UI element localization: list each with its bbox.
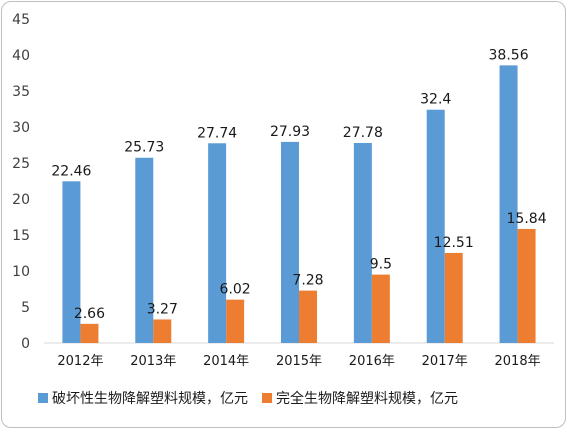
x-tick-label: 2014年 [203, 354, 249, 369]
data-label: 25.73 [124, 140, 164, 156]
data-label: 27.74 [197, 125, 237, 141]
x-tick-label: 2017年 [422, 354, 468, 369]
y-tick-label: 30 [12, 120, 30, 136]
data-label: 27.93 [270, 124, 310, 140]
legend: 破坏性生物降解塑料规模，亿元 完全生物降解塑料规模，亿元 [38, 390, 458, 407]
bar-series-2 [153, 319, 172, 343]
bar-series-1 [281, 141, 299, 343]
x-tick-label: 2018年 [495, 354, 541, 369]
bar-series-2 [80, 323, 99, 343]
y-tick-label: 5 [21, 300, 30, 316]
bar-series-2 [517, 228, 536, 343]
data-label: 32.4 [420, 92, 451, 108]
data-label: 3.27 [147, 301, 178, 317]
data-label: 2.66 [74, 306, 105, 322]
data-label: 22.46 [51, 163, 91, 179]
bar-series-1 [135, 157, 154, 343]
data-label: 27.78 [343, 125, 383, 141]
x-tick-label: 2012年 [57, 354, 103, 369]
data-label: 6.02 [220, 282, 251, 298]
data-label: 12.51 [434, 235, 474, 251]
bar-series-2 [444, 252, 463, 343]
x-tick-label: 2013年 [130, 354, 176, 369]
legend-swatch [262, 393, 272, 403]
bars-group [62, 65, 536, 344]
bar-series-2 [299, 290, 317, 343]
y-tick-label: 35 [12, 84, 30, 100]
y-tick-label: 10 [12, 264, 30, 280]
x-tick-label: 2016年 [349, 354, 395, 369]
data-label: 15.84 [507, 211, 547, 227]
legend-label: 完全生物降解塑料规模，亿元 [276, 390, 458, 407]
bar-series-1 [208, 143, 227, 343]
bar-series-1 [62, 181, 81, 343]
y-tick-label: 25 [12, 156, 30, 172]
data-label: 38.56 [489, 47, 529, 63]
data-label: 7.28 [292, 273, 323, 289]
bar-series-2 [226, 299, 245, 343]
x-tick-label: 2015年 [276, 354, 322, 369]
bar-series-1 [499, 65, 518, 344]
y-tick-label: 0 [21, 336, 30, 352]
data-labels-group: 22.46 2.66 25.73 3.27 27.74 6.02 27.93 7.28 27.7… [51, 47, 546, 321]
data-label: 9.5 [370, 257, 392, 273]
y-tick-label: 45 [12, 12, 30, 28]
legend-swatch [38, 393, 48, 403]
legend-label: 破坏性生物降解塑料规模，亿元 [52, 391, 248, 407]
y-tick-label: 20 [12, 192, 30, 208]
y-tick-label: 40 [12, 48, 30, 64]
y-tick-label: 15 [12, 228, 30, 244]
x-axis: 2012年 2013年 2014年 2015年 2016年 2017年 2018年 [44, 342, 554, 369]
bar-series-1 [353, 142, 372, 343]
y-axis: 0 5 10 15 20 25 30 35 40 45 [12, 12, 30, 352]
bar-series-2 [371, 274, 390, 343]
bar-series-1 [426, 109, 445, 343]
